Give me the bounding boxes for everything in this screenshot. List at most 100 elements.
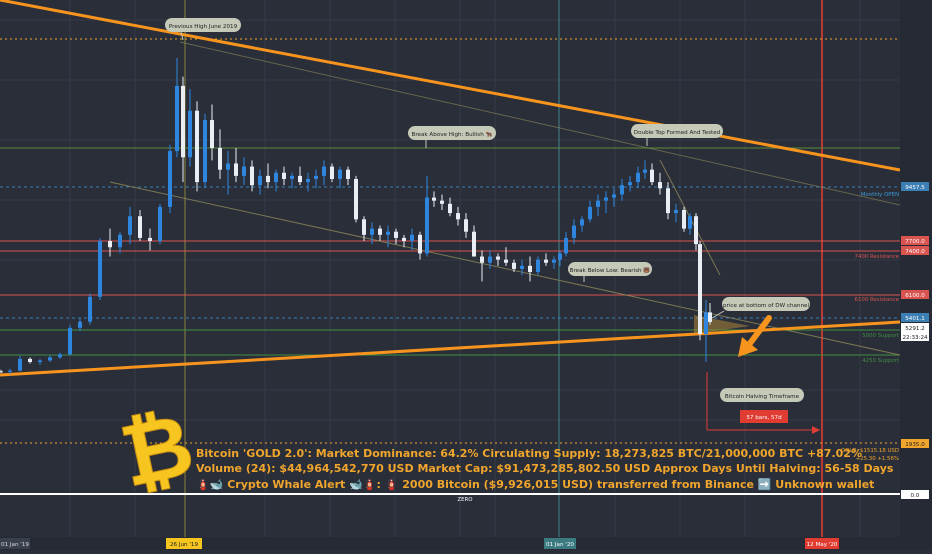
candle-series [0,58,712,375]
vertical-grid [69,0,861,537]
time-axis[interactable] [0,537,932,550]
candle-body [694,216,698,245]
candle-body [28,358,32,362]
halving-range-arrow-icon [812,426,820,434]
candle-body [674,210,678,214]
candle-body [456,213,460,220]
candle-body [636,172,640,183]
gold-change-label: +25.30 +1.56% [856,456,899,462]
candle-body [682,210,686,229]
price-axis[interactable] [900,0,932,537]
badge-7700: 7700.0 [905,239,925,245]
resistance-6100-label: 6100 Resistance [855,297,900,303]
candle-body [181,85,185,158]
candle-body [258,175,262,186]
annotation-dw-channel-text: price at bottom of DW channel [723,303,809,309]
candle-body [298,175,302,183]
candle-body [628,182,632,186]
candle-body [226,163,230,170]
candle-body [330,166,334,179]
candle-body [496,256,500,260]
candle-body [290,175,294,179]
candle-body [218,147,222,170]
candle-body [512,262,516,269]
resistance-7400-label: 7400 Resistance [855,254,900,260]
candle-body [402,237,406,242]
candle-body [203,120,207,183]
candle-body [306,178,310,183]
annotation-halving-timeframe-text: Bitcoin Halving Timeframe [725,394,800,400]
candle-body [643,169,647,173]
candle-body [18,358,22,371]
candle-body [118,234,122,248]
badge-zero: 0.0 [911,493,920,499]
annotation-break-above-text: Break Above High: Bullish 🐂 [412,131,493,138]
time-label-jan-2020: 01 Jan '20 [546,542,574,548]
candle-body [58,354,62,358]
upper-channel-line [179,41,901,206]
candle-body [8,370,12,372]
candle-body [168,151,172,207]
candle-body [38,360,42,362]
candle-body [188,110,192,158]
candle-body [604,197,608,201]
annotation-break-below[interactable]: Break Below Low: Bearish 🐻 [568,262,652,282]
annotation-double-top[interactable]: Double Top Formed And Tested [631,124,723,146]
candle-body [528,265,532,273]
ascending-trendline [0,320,901,377]
badge-6100: 6100.0 [905,293,925,299]
time-label-june-2019: 26 Jun '19 [170,542,199,548]
candle-body [658,182,662,189]
candle-body [580,219,584,226]
candle-body [425,197,429,254]
candle-body [0,371,3,373]
badge-5401: 5401.1 [905,316,925,322]
candle-body [572,225,576,238]
annotation-break-above[interactable]: Break Above High: Bullish 🐂 [408,126,496,148]
candle-body [378,228,382,235]
annotation-halving-timeframe[interactable]: Bitcoin Halving Timeframe [720,388,804,402]
candle-body [448,203,452,214]
gold-label: GOLD: $1515.18 USD [841,448,899,454]
candle-body [504,259,508,263]
lower-channel-line [109,181,901,356]
candle-body [418,234,422,254]
badge-countdown-timer: 22:33:24 [902,335,928,341]
halving-countdown-badge: 57 bars, 57d [740,410,788,423]
candle-body [650,169,654,183]
badge-1935: 1935.0 [905,442,925,448]
candle-body [394,231,398,238]
candle-body [552,259,556,263]
candle-body [98,241,102,297]
annotation-previous-high[interactable]: Previous High June 2019 [165,18,241,41]
candle-body [558,253,562,260]
candle-body [564,237,568,254]
info-line-whale-alert: 🧯🐋 Crypto Whale Alert 🐋🧯: 🧯 2000 Bitcoin… [196,478,875,491]
time-label-halving: 12 May '20 [807,542,838,548]
candle-body [464,219,468,232]
info-line-volume: Volume (24): $44,964,542,770 USD Market … [196,462,894,475]
annotation-dw-channel[interactable]: price at bottom of DW channel [711,297,810,319]
candle-body [195,110,199,183]
candle-body [386,231,390,235]
annotation-break-below-text: Break Below Low: Bearish 🐻 [570,266,651,274]
candle-body [488,256,492,263]
badge-7400: 7400.0 [905,249,925,255]
annotation-double-top-text: Double Top Formed And Tested [634,130,721,136]
candle-body [596,200,600,207]
time-label-start: 01 Jan '19 [1,542,29,548]
orange-arrow-icon [738,315,772,357]
descending-trendline [0,0,901,172]
candle-body [536,259,540,273]
candle-body [234,163,238,176]
candle-body [688,216,692,229]
level-labels: Monthly OPEN 7400 Resistance 6100 Resist… [841,192,900,462]
support-5000-label: 5000 Support [862,333,899,339]
candle-body [480,256,484,263]
halving-countdown-text: 57 bars, 57d [746,415,782,421]
candle-body [158,206,162,242]
candle-body [128,216,132,235]
